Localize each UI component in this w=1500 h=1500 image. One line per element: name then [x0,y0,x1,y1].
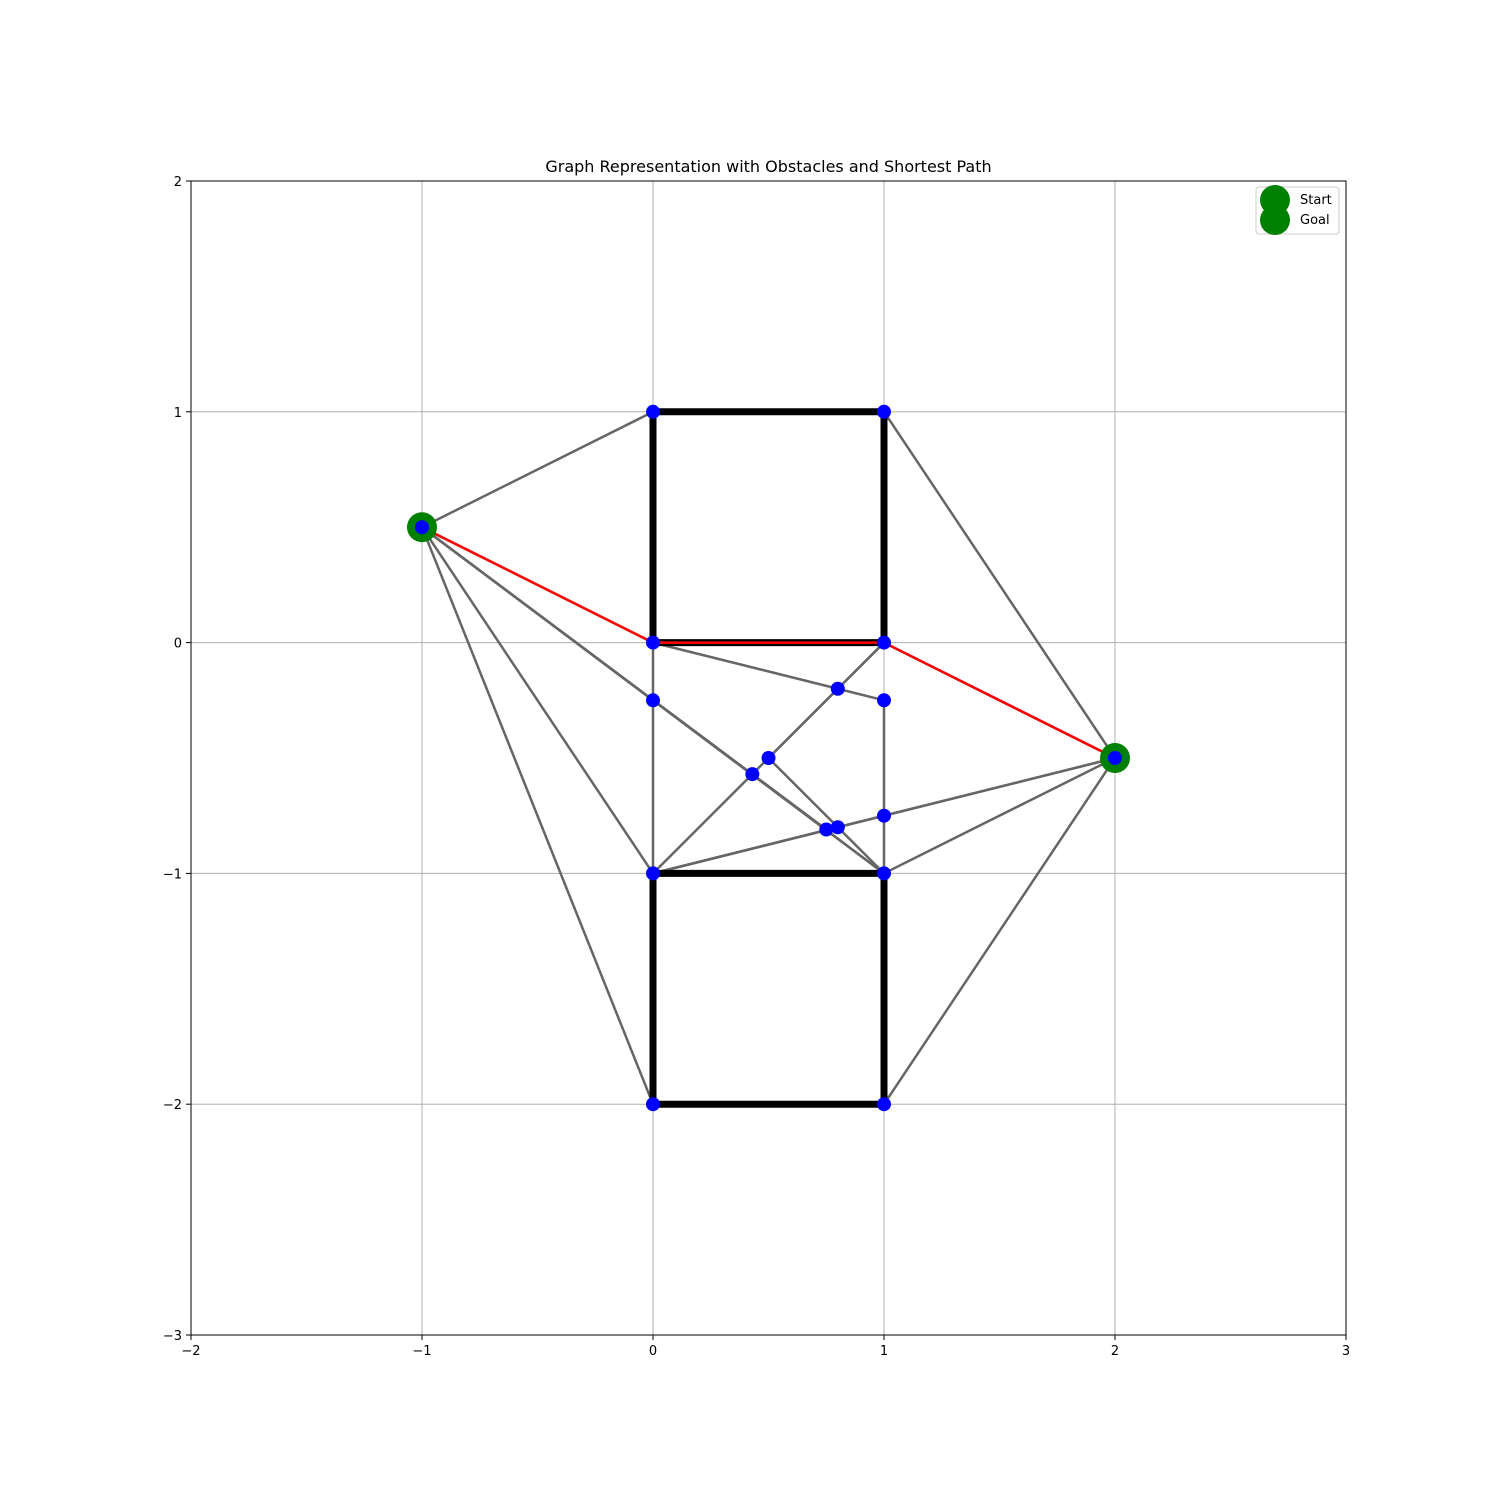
graph-node [646,404,660,419]
graph-node [646,635,660,650]
graph-node [761,751,776,765]
graph-node [877,808,891,823]
legend: Start Goal [1255,185,1340,235]
graph-node [745,767,760,782]
x-tick-label: −2 [181,1344,200,1359]
shortest-path-segment [420,525,655,644]
legend-label-goal: Goal [1300,213,1330,228]
graph-edge [882,756,1117,1106]
graph-node [1108,751,1122,765]
graph-edge [882,410,1117,760]
graph-node [877,866,891,881]
graph-edge [651,699,886,875]
y-tick-label: 1 [174,406,182,421]
graph-nodes [415,404,1122,1112]
graph-edge [420,410,655,529]
graph-edge [836,687,886,702]
graph-node [415,520,429,535]
graph-edge [751,641,886,776]
graph-node [830,820,845,835]
shortest-path [420,525,1117,760]
graph-node [646,1097,660,1112]
graph-node [830,681,845,696]
x-tick-label: 1 [880,1344,888,1359]
graph-node [877,404,891,419]
y-tick-label: −2 [163,1098,182,1113]
y-tick-label: −3 [163,1329,182,1344]
x-tick-label: −1 [412,1344,431,1359]
x-tick-label: 0 [649,1344,657,1359]
graph-edge [767,756,886,875]
plot-frame [190,180,1347,1336]
graph-edge [882,756,1117,875]
y-tick-label: 2 [174,175,182,190]
graph-edge [420,525,655,1106]
legend-marker-goal [1260,205,1290,235]
graph-node [646,866,660,881]
x-tick-label: 3 [1342,1344,1350,1359]
graph-node [877,635,891,650]
graph-edge [651,772,754,875]
graph-node [877,1097,891,1112]
graph-node [646,693,660,708]
chart-title: Graph Representation with Obstacles and … [545,157,991,176]
legend-label-start: Start [1300,193,1332,208]
graph-node [819,822,834,837]
graph-edge [420,525,655,875]
graph-node [877,693,891,708]
x-tick-label: 2 [1111,1344,1119,1359]
shortest-path-segment [882,641,1117,760]
y-tick-label: −1 [163,867,182,882]
y-tick-label: 0 [174,637,182,652]
graph-edge [651,641,840,691]
